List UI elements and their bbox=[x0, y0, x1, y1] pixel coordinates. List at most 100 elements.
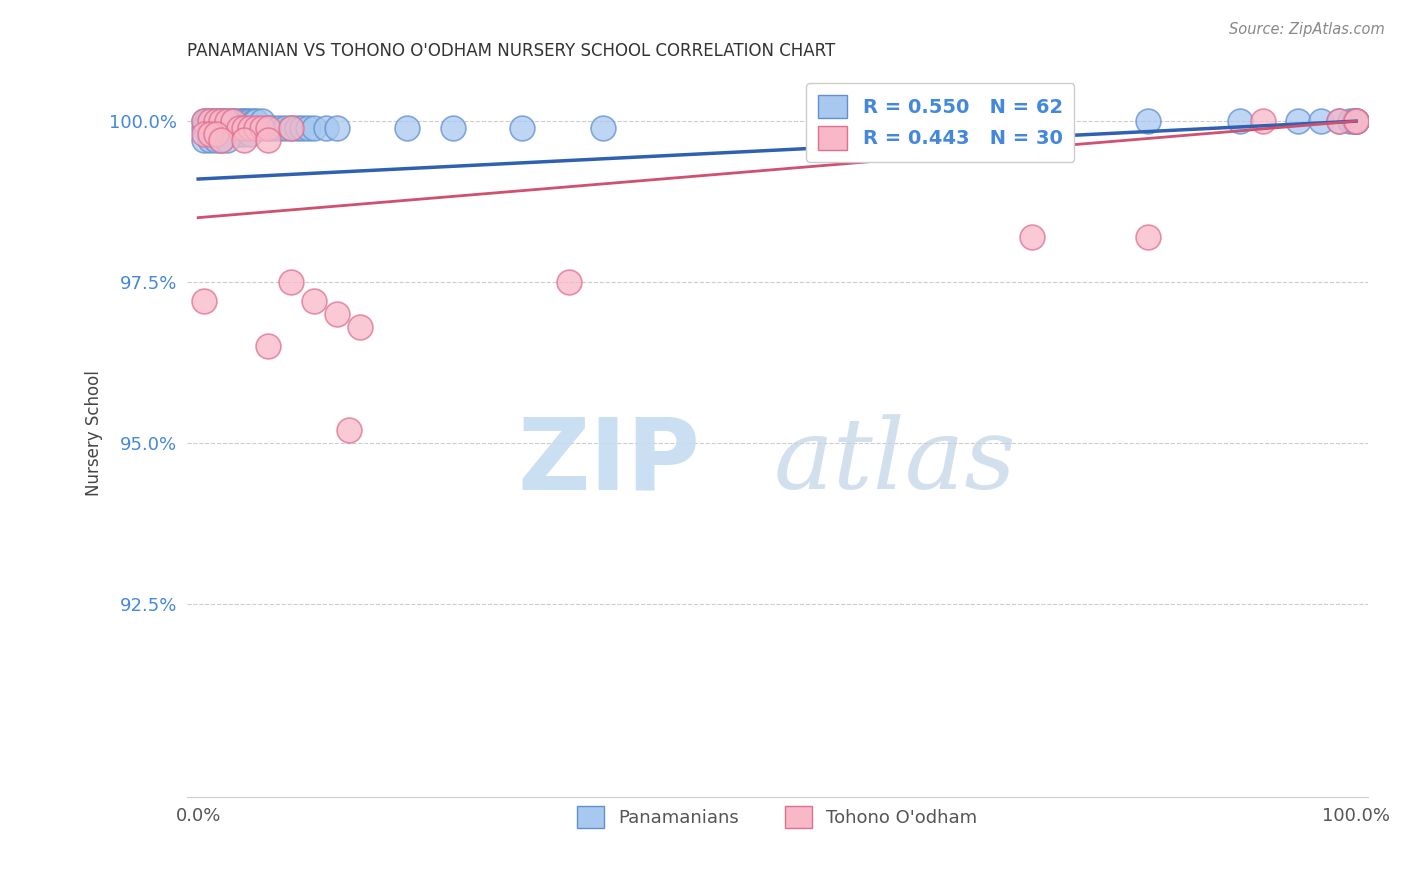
Point bbox=[222, 114, 245, 128]
Point bbox=[302, 294, 325, 309]
Point bbox=[441, 120, 464, 135]
Point bbox=[217, 133, 239, 147]
Point bbox=[209, 133, 232, 147]
Point bbox=[204, 133, 226, 147]
Point bbox=[193, 133, 215, 147]
Point bbox=[222, 114, 245, 128]
Point bbox=[326, 307, 349, 321]
Point bbox=[1136, 114, 1159, 128]
Point bbox=[250, 120, 273, 135]
Point bbox=[212, 114, 235, 128]
Point bbox=[256, 133, 278, 147]
Point bbox=[1346, 114, 1368, 128]
Point bbox=[224, 114, 246, 128]
Point bbox=[228, 127, 250, 141]
Point bbox=[198, 120, 221, 135]
Point bbox=[193, 120, 215, 135]
Point bbox=[1310, 114, 1333, 128]
Point bbox=[233, 127, 256, 141]
Point bbox=[326, 120, 349, 135]
Point bbox=[905, 114, 928, 128]
Point bbox=[349, 320, 371, 334]
Point bbox=[231, 114, 253, 128]
Point bbox=[209, 133, 232, 147]
Point bbox=[204, 120, 226, 135]
Point bbox=[242, 114, 264, 128]
Point bbox=[239, 127, 262, 141]
Point bbox=[1346, 114, 1368, 128]
Point bbox=[245, 120, 267, 135]
Point bbox=[198, 114, 221, 128]
Point bbox=[1343, 114, 1365, 128]
Point bbox=[198, 114, 221, 128]
Point bbox=[302, 120, 325, 135]
Point bbox=[1346, 114, 1368, 128]
Point bbox=[1346, 114, 1368, 128]
Point bbox=[209, 114, 232, 128]
Point bbox=[262, 120, 284, 135]
Point bbox=[280, 275, 302, 289]
Point bbox=[337, 423, 360, 437]
Point bbox=[1346, 114, 1368, 128]
Point bbox=[250, 114, 273, 128]
Point bbox=[1327, 114, 1350, 128]
Point bbox=[1021, 230, 1043, 244]
Point bbox=[233, 120, 256, 135]
Text: PANAMANIAN VS TOHONO O'ODHAM NURSERY SCHOOL CORRELATION CHART: PANAMANIAN VS TOHONO O'ODHAM NURSERY SCH… bbox=[187, 42, 835, 60]
Point bbox=[228, 120, 250, 135]
Point bbox=[1286, 114, 1309, 128]
Point bbox=[297, 120, 319, 135]
Point bbox=[315, 120, 337, 135]
Point bbox=[395, 120, 418, 135]
Point bbox=[291, 120, 314, 135]
Point bbox=[193, 294, 215, 309]
Point bbox=[1346, 114, 1368, 128]
Point bbox=[1229, 114, 1251, 128]
Point bbox=[198, 127, 221, 141]
Point bbox=[905, 114, 928, 128]
Point bbox=[280, 120, 302, 135]
Point bbox=[193, 114, 215, 128]
Point bbox=[217, 127, 239, 141]
Point bbox=[233, 133, 256, 147]
Point bbox=[256, 339, 278, 353]
Point bbox=[592, 120, 614, 135]
Legend: Panamanians, Tohono O'odham: Panamanians, Tohono O'odham bbox=[569, 798, 984, 835]
Point bbox=[219, 114, 242, 128]
Point bbox=[256, 120, 278, 135]
Point bbox=[1327, 114, 1350, 128]
Point bbox=[228, 114, 250, 128]
Point bbox=[209, 114, 232, 128]
Point bbox=[239, 120, 262, 135]
Point bbox=[1339, 114, 1361, 128]
Point bbox=[269, 120, 291, 135]
Point bbox=[222, 127, 245, 141]
Point bbox=[274, 120, 297, 135]
Point bbox=[217, 114, 239, 128]
Point bbox=[1021, 114, 1043, 128]
Text: ZIP: ZIP bbox=[517, 414, 700, 511]
Point bbox=[201, 114, 224, 128]
Point bbox=[512, 120, 534, 135]
Point bbox=[236, 114, 259, 128]
Point bbox=[204, 127, 226, 141]
Point bbox=[285, 120, 308, 135]
Point bbox=[239, 114, 262, 128]
Point bbox=[204, 114, 226, 128]
Point bbox=[280, 120, 302, 135]
Point bbox=[209, 127, 232, 141]
Point bbox=[1136, 230, 1159, 244]
Point bbox=[256, 120, 278, 135]
Point bbox=[204, 114, 226, 128]
Text: atlas: atlas bbox=[773, 415, 1017, 510]
Point bbox=[193, 127, 215, 141]
Point bbox=[208, 114, 231, 128]
Text: Source: ZipAtlas.com: Source: ZipAtlas.com bbox=[1229, 22, 1385, 37]
Point bbox=[557, 275, 579, 289]
Point bbox=[197, 114, 219, 128]
Point bbox=[217, 114, 239, 128]
Point bbox=[193, 114, 215, 128]
Point bbox=[1253, 114, 1275, 128]
Point bbox=[233, 114, 256, 128]
Point bbox=[198, 133, 221, 147]
